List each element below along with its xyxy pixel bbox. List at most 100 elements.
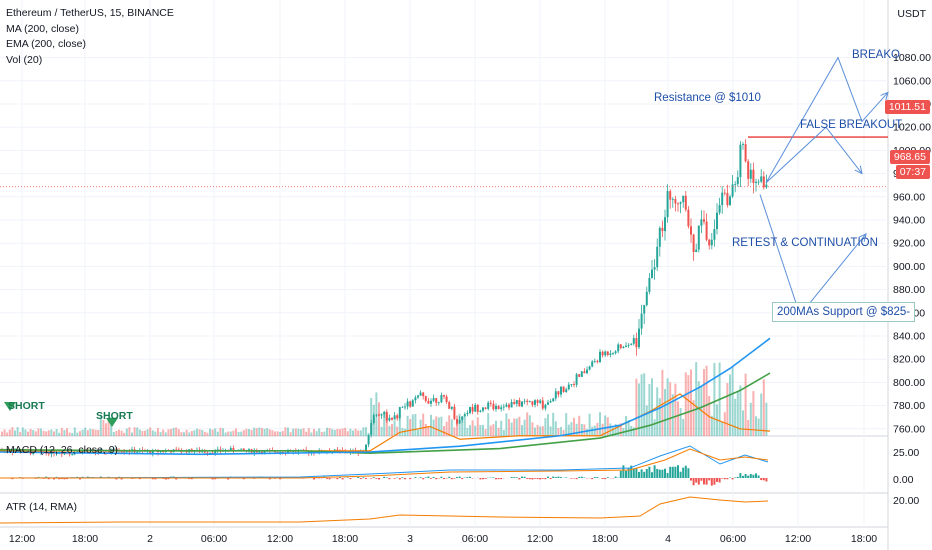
macd-histogram-bar	[744, 474, 747, 478]
candle-body	[232, 448, 235, 451]
macd-histogram-bar	[500, 478, 503, 480]
volume-bar	[354, 428, 357, 436]
macd-histogram-bar	[635, 467, 638, 478]
false-breakout-annotation[interactable]: FALSE BREAKOUT	[800, 119, 903, 131]
volume-bar	[669, 382, 672, 436]
volume-bar	[578, 415, 581, 436]
macd-histogram-bar	[370, 478, 373, 479]
macd-histogram-bar	[739, 473, 742, 478]
volume-bar	[575, 423, 578, 436]
retest-annotation[interactable]: RETEST & CONTINUATION	[732, 237, 878, 249]
candle-body	[136, 451, 139, 453]
candle-body	[112, 448, 115, 450]
candle-body	[489, 402, 492, 404]
macd-histogram-bar	[674, 466, 677, 478]
volume-bar	[547, 414, 549, 436]
legend-ma[interactable]: MA (200, close)	[6, 22, 79, 35]
macd-histogram-bar	[648, 466, 651, 478]
macd-histogram-bar	[45, 476, 48, 478]
candle-body	[552, 398, 555, 402]
macd-histogram-bar	[734, 477, 737, 478]
volume-bar	[643, 373, 646, 436]
symbol-title[interactable]: Ethereum / TetherUS, 15, BINANCE	[6, 7, 174, 19]
legend-ema[interactable]: EMA (200, close)	[6, 38, 86, 50]
volume-bar	[658, 398, 661, 436]
volume-bar	[344, 427, 347, 436]
candle-body	[409, 401, 412, 407]
volume-bar	[443, 426, 445, 436]
candle-body	[521, 401, 523, 407]
volume-bar	[141, 430, 144, 436]
candle-body	[638, 328, 640, 348]
volume-bar	[661, 369, 664, 436]
candle-body	[648, 277, 651, 292]
volume-bar	[63, 430, 66, 436]
time-tick-label: 12:00	[527, 533, 553, 545]
volume-bar	[24, 429, 27, 436]
candle-body	[645, 291, 648, 306]
macd-signal-line	[0, 448, 769, 479]
breakout-annotation[interactable]: BREAKO	[852, 49, 900, 61]
candle-body	[622, 346, 625, 348]
resistance-annotation[interactable]: Resistance @ $1010	[654, 92, 761, 104]
candle-body	[58, 453, 61, 455]
macd-histogram-bar	[521, 476, 523, 478]
macd-histogram-bar	[679, 471, 682, 478]
macd-histogram-bar	[762, 478, 765, 481]
candle-body	[391, 417, 393, 420]
macd-histogram-bar	[404, 478, 406, 480]
macd-histogram-bar	[749, 473, 752, 478]
volume-bar	[508, 418, 510, 436]
volume-bar	[677, 401, 679, 436]
candle-body	[658, 227, 661, 247]
macd-label[interactable]: MACD (12, 26, close, 9)	[6, 444, 119, 456]
macd-histogram-bar	[401, 477, 404, 478]
volume-bar	[749, 402, 752, 436]
macd-histogram-bar	[638, 471, 640, 478]
candle-body	[627, 344, 630, 346]
macd-histogram-bar	[53, 478, 55, 480]
volume-bar	[617, 424, 620, 436]
candle-body	[664, 217, 666, 232]
macd-pane	[0, 445, 769, 486]
candle-body	[554, 391, 557, 399]
macd-tick-label: 25.00	[893, 447, 919, 459]
candle-body	[593, 360, 596, 362]
volume-bar	[112, 432, 115, 436]
candle-body	[565, 389, 568, 392]
macd-histogram-bar	[453, 478, 456, 479]
volume-bar	[640, 374, 643, 436]
volume-bar	[313, 428, 315, 436]
macd-histogram-bar	[448, 476, 451, 478]
macd-histogram-bar	[536, 478, 539, 480]
volume-bar	[489, 425, 492, 436]
volume-bar	[453, 427, 456, 436]
volume-bar	[370, 398, 373, 436]
volume-bar	[583, 424, 586, 436]
candle-body	[287, 450, 289, 453]
support-annotation[interactable]: 200MAs Support @ $825-	[772, 302, 916, 322]
macd-histogram-bar	[718, 478, 721, 483]
candle-body	[492, 403, 495, 410]
macd-histogram-bar	[443, 478, 445, 480]
volume-bar	[92, 429, 94, 436]
macd-histogram-bar	[450, 478, 453, 480]
volume-bar	[614, 424, 617, 436]
time-tick-label: 06:00	[720, 533, 746, 545]
macd-histogram-bar	[164, 478, 167, 480]
candle-body	[744, 144, 747, 162]
macd-histogram-bar	[190, 478, 193, 480]
volume-bar	[731, 366, 734, 436]
volume-bar	[32, 430, 35, 436]
price-axis-unit[interactable]: USDT	[897, 8, 926, 20]
volume-bar	[362, 427, 365, 436]
volume-bar	[136, 427, 139, 436]
candle-body	[726, 192, 729, 206]
volume-bar	[734, 398, 737, 436]
atr-label[interactable]: ATR (14, RMA)	[6, 501, 77, 513]
candle-body	[500, 407, 503, 410]
legend-vol[interactable]: Vol (20)	[6, 53, 43, 66]
macd-histogram-bar	[365, 478, 367, 479]
